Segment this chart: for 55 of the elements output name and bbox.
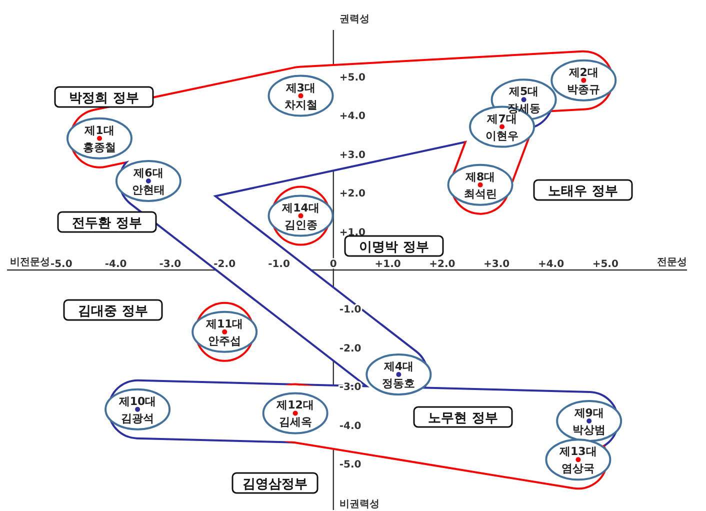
point xyxy=(96,136,102,141)
point xyxy=(581,78,586,83)
point xyxy=(146,178,151,184)
annotation: 이명박 정부 xyxy=(359,240,429,255)
point xyxy=(396,372,402,378)
point xyxy=(298,93,304,98)
annotation: 전두환 정부 xyxy=(72,216,142,231)
y-tick-label: -5.0 xyxy=(339,460,362,471)
data-label: 제13대 염상국 xyxy=(558,445,597,476)
y-tick-label: -4.0 xyxy=(339,420,362,432)
point xyxy=(478,182,483,188)
data-label: 제6대 안현태 xyxy=(132,166,165,196)
y-tick-label: -2.0 xyxy=(339,343,362,354)
x-tick-label: +5.0 xyxy=(592,259,618,270)
annotation: 김영삼정부 xyxy=(242,477,308,492)
annotation: 비전문성 xyxy=(10,257,50,268)
data-label: 제2대 박종규 xyxy=(567,66,600,96)
data-label: 제9대 박상범 xyxy=(572,406,606,436)
point xyxy=(298,213,304,218)
point xyxy=(135,406,140,412)
annotation: 김대중 정부 xyxy=(78,304,148,319)
point xyxy=(292,410,298,416)
y-tick-label: -1.0 xyxy=(339,304,362,316)
annotation: 비권력성 xyxy=(339,499,380,510)
y-tick-label: +3.0 xyxy=(339,150,366,161)
data-label: 제10대 김광석 xyxy=(118,394,156,425)
data-label: 제14대 김인종 xyxy=(281,201,320,232)
point xyxy=(586,418,592,424)
x-tick-label: +1.0 xyxy=(374,259,401,270)
x-tick-label: +2.0 xyxy=(429,259,456,270)
y-tick-label: +5.0 xyxy=(339,72,366,84)
point xyxy=(500,124,505,130)
x-tick-label: -4.0 xyxy=(104,259,127,270)
y-tick-label: +4.0 xyxy=(339,111,366,122)
x-tick-label: -1.0 xyxy=(268,259,290,270)
point xyxy=(576,457,581,462)
data-label: 제11대 안주섭 xyxy=(204,317,244,348)
data-label: 제12대 김세옥 xyxy=(276,398,314,429)
x-axis-title: 전문성 xyxy=(657,257,687,268)
point xyxy=(222,329,228,334)
x-tick-label: -5.0 xyxy=(50,259,72,270)
data-label: 제1대 홍종철 xyxy=(82,124,116,154)
annotation: 노태우 정부 xyxy=(548,184,618,199)
x-tick-label: -3.0 xyxy=(159,259,182,270)
y-axis-title: 권력성 xyxy=(339,14,370,25)
x-tick-label: +4.0 xyxy=(538,259,564,270)
annotation: 노무현 정부 xyxy=(428,411,498,426)
x-tick-label: -2.0 xyxy=(214,259,236,270)
data-label: 제4대 정동호 xyxy=(382,360,416,390)
point xyxy=(521,97,526,102)
y-tick-label: +2.0 xyxy=(339,188,366,200)
data-label: 제8대 최석린 xyxy=(464,170,497,200)
data-label: 제3대 차지철 xyxy=(284,81,318,112)
x-tick-label: +3.0 xyxy=(484,259,510,270)
annotation: 박정희 정부 xyxy=(69,91,139,106)
